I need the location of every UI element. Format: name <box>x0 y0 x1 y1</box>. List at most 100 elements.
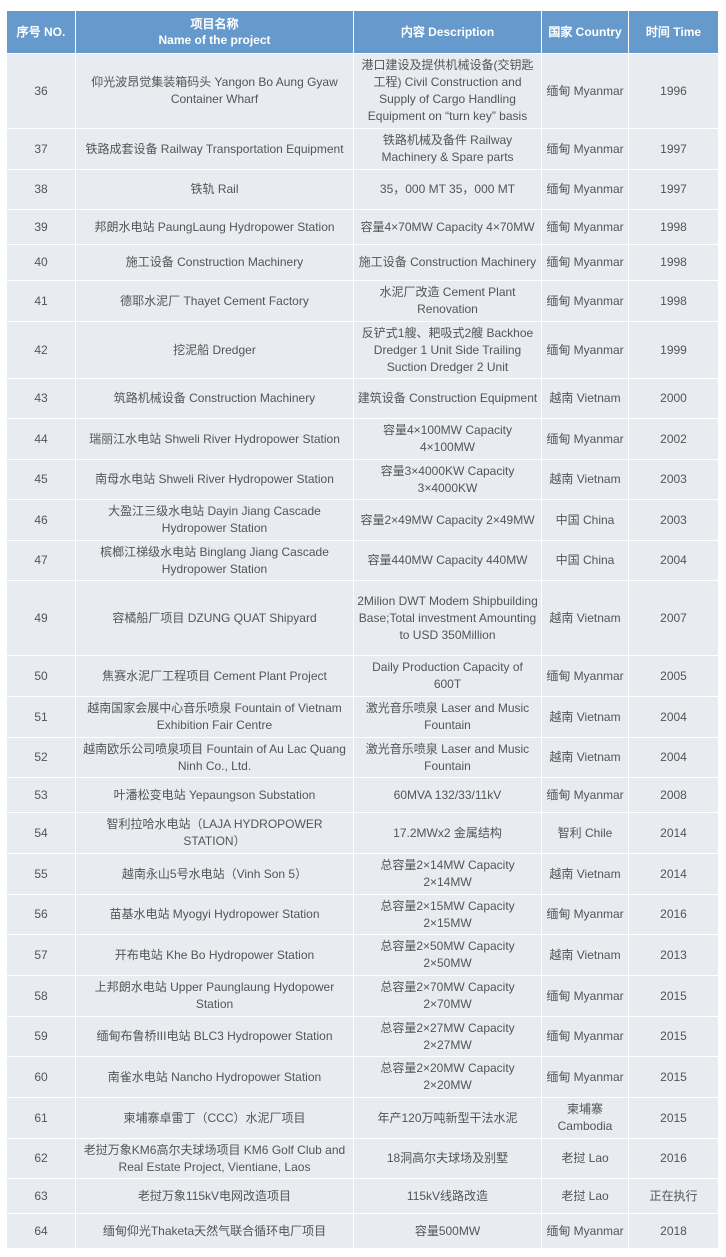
cell-name: 铁路成套设备 Railway Transportation Equipment <box>75 128 354 170</box>
cell-country: 缅甸 Myanmar <box>541 321 629 379</box>
cell-country: 越南 Vietnam <box>541 934 629 976</box>
cell-no: 44 <box>6 418 76 460</box>
cell-time: 2013 <box>628 934 719 976</box>
table-row: 51 越南国家会展中心音乐喷泉 Fountain of Vietnam Exhib… <box>6 696 719 738</box>
table-row: 58 上邦朗水电站 Upper Paunglaung Hydopower Stat… <box>6 975 719 1017</box>
cell-time: 2007 <box>628 580 719 656</box>
cell-description: 总容量2×50MW Capacity 2×50MW <box>353 934 542 976</box>
table-row: 60 南雀水电站 Nancho Hydropower Station 总容量2×20… <box>6 1056 719 1098</box>
cell-no: 64 <box>6 1213 76 1249</box>
table-row: 64 缅甸仰光Thaketa天然气联合循环电厂项目 容量500MW 缅甸 Myanma… <box>6 1213 719 1249</box>
cell-country: 缅甸 Myanmar <box>541 418 629 460</box>
table-row: 59 缅甸布鲁桥III电站 BLC3 Hydropower Station 总容量2… <box>6 1016 719 1057</box>
table-row: 39 邦朗水电站 PaungLaung Hydropower Station 容量4… <box>6 209 719 245</box>
cell-description: 容量500MW <box>353 1213 542 1249</box>
table-row: 37 铁路成套设备 Railway Transportation Equipmen… <box>6 128 719 170</box>
cell-no: 45 <box>6 459 76 500</box>
table-row: 53 叶潘松变电站 Yepaungson Substation 60MVA 132/… <box>6 777 719 813</box>
cell-country: 越南 Vietnam <box>541 459 629 500</box>
table-row: 46 大盈江三级水电站 Dayin Jiang Cascade Hydropowe… <box>6 499 719 541</box>
table-row: 38 铁轨 Rail 35，000 MT 35，000 MT 缅甸 Myanmar 19… <box>6 169 719 210</box>
cell-name: 施工设备 Construction Machinery <box>75 244 354 281</box>
cell-name: 仰光波昂觉集装箱码头 Yangon Bo Aung Gyaw Container… <box>75 53 354 129</box>
header-name: 项目名称 Name of the project <box>75 10 354 54</box>
cell-description: 总容量2×20MW Capacity 2×20MW <box>353 1056 542 1098</box>
cell-country: 越南 Vietnam <box>541 378 629 419</box>
cell-name: 苗基水电站 Myogyi Hydropower Station <box>75 894 354 935</box>
cell-time: 2008 <box>628 777 719 813</box>
cell-no: 36 <box>6 53 76 129</box>
cell-name: 德耶水泥厂 Thayet Cement Factory <box>75 280 354 322</box>
cell-name: 缅甸仰光Thaketa天然气联合循环电厂项目 <box>75 1213 354 1249</box>
cell-description: 反铲式1艘、耙吸式2艘 Backhoe Dredger 1 Unit Side … <box>353 321 542 379</box>
cell-time: 2014 <box>628 853 719 895</box>
table-row: 43 筑路机械设备 Construction Machinery 建筑设备 Cons… <box>6 378 719 419</box>
cell-description: 2Milion DWT Modem Shipbuilding Base;Tota… <box>353 580 542 656</box>
cell-time: 1996 <box>628 53 719 129</box>
cell-description: 容量4×100MW Capacity 4×100MW <box>353 418 542 460</box>
cell-time: 2015 <box>628 1056 719 1098</box>
table-row: 36 仰光波昂觉集装箱码头 Yangon Bo Aung Gyaw Contain… <box>6 53 719 129</box>
cell-no: 41 <box>6 280 76 322</box>
table-row: 57 开布电站 Khe Bo Hydropower Station 总容量2×50M… <box>6 934 719 976</box>
cell-no: 39 <box>6 209 76 245</box>
cell-no: 40 <box>6 244 76 281</box>
cell-no: 38 <box>6 169 76 210</box>
cell-country: 越南 Vietnam <box>541 580 629 656</box>
cell-country: 老挝 Lao <box>541 1138 629 1179</box>
cell-description: 施工设备 Construction Machinery <box>353 244 542 281</box>
cell-name: 大盈江三级水电站 Dayin Jiang Cascade Hydropower … <box>75 499 354 541</box>
cell-description: 建筑设备 Construction Equipment <box>353 378 542 419</box>
cell-no: 58 <box>6 975 76 1017</box>
cell-name: 挖泥船 Dredger <box>75 321 354 379</box>
cell-country: 越南 Vietnam <box>541 696 629 738</box>
cell-description: 激光音乐喷泉 Laser and Music Fountain <box>353 737 542 778</box>
cell-no: 50 <box>6 655 76 697</box>
header-time: 时间 Time <box>628 10 719 54</box>
cell-time: 2018 <box>628 1213 719 1249</box>
cell-time: 2004 <box>628 540 719 581</box>
cell-no: 55 <box>6 853 76 895</box>
cell-no: 63 <box>6 1178 76 1214</box>
table-row: 54 智利拉哈水电站（LAJA HYDROPOWER STATION） 17.2MW… <box>6 812 719 854</box>
cell-name: 上邦朗水电站 Upper Paunglaung Hydopower Statio… <box>75 975 354 1017</box>
cell-no: 43 <box>6 378 76 419</box>
cell-no: 59 <box>6 1016 76 1057</box>
header-name-cn: 项目名称 <box>190 17 239 31</box>
cell-name: 叶潘松变电站 Yepaungson Substation <box>75 777 354 813</box>
cell-description: 总容量2×15MW Capacity 2×15MW <box>353 894 542 935</box>
table-row: 47 槟榔江梯级水电站 Binglang Jiang Cascade Hydrop… <box>6 540 719 581</box>
cell-name: 槟榔江梯级水电站 Binglang Jiang Cascade Hydropow… <box>75 540 354 581</box>
cell-time: 正在执行 <box>628 1178 719 1214</box>
cell-country: 缅甸 Myanmar <box>541 1016 629 1057</box>
cell-time: 2004 <box>628 696 719 738</box>
cell-description: 35，000 MT 35，000 MT <box>353 169 542 210</box>
header-row: 序号 NO. 项目名称 Name of the project 内容 Descri… <box>6 10 719 54</box>
table-row: 61 柬埔寨卓雷丁（CCC）水泥厂项目 年产120万吨新型干法水泥 柬埔寨 Cambo… <box>6 1097 719 1139</box>
cell-time: 2014 <box>628 812 719 854</box>
cell-description: 港口建设及提供机械设备(交钥匙工程) Civil Construction an… <box>353 53 542 129</box>
cell-country: 缅甸 Myanmar <box>541 655 629 697</box>
cell-time: 2015 <box>628 1097 719 1139</box>
cell-country: 越南 Vietnam <box>541 853 629 895</box>
cell-time: 2003 <box>628 459 719 500</box>
cell-description: 容量2×49MW Capacity 2×49MW <box>353 499 542 541</box>
cell-country: 缅甸 Myanmar <box>541 1213 629 1249</box>
cell-country: 缅甸 Myanmar <box>541 169 629 210</box>
cell-name: 南雀水电站 Nancho Hydropower Station <box>75 1056 354 1098</box>
table-row: 41 德耶水泥厂 Thayet Cement Factory 水泥厂改造 Cemen… <box>6 280 719 322</box>
cell-time: 2000 <box>628 378 719 419</box>
cell-name: 柬埔寨卓雷丁（CCC）水泥厂项目 <box>75 1097 354 1139</box>
cell-time: 1998 <box>628 280 719 322</box>
cell-name: 南母水电站 Shweli River Hydropower Station <box>75 459 354 500</box>
table-row: 40 施工设备 Construction Machinery 施工设备 Constr… <box>6 244 719 281</box>
projects-table: 序号 NO. 项目名称 Name of the project 内容 Descri… <box>6 10 719 1249</box>
cell-description: 容量4×70MW Capacity 4×70MW <box>353 209 542 245</box>
cell-name: 智利拉哈水电站（LAJA HYDROPOWER STATION） <box>75 812 354 854</box>
cell-country: 老挝 Lao <box>541 1178 629 1214</box>
table-row: 44 瑞丽江水电站 Shweli River Hydropower Station… <box>6 418 719 460</box>
cell-time: 1997 <box>628 128 719 170</box>
cell-name: 铁轨 Rail <box>75 169 354 210</box>
cell-time: 1997 <box>628 169 719 210</box>
cell-no: 60 <box>6 1056 76 1098</box>
